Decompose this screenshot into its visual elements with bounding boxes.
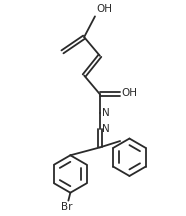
Text: N: N [102, 108, 110, 118]
Text: OH: OH [96, 4, 112, 14]
Text: N: N [102, 124, 110, 134]
Text: Br: Br [61, 202, 72, 212]
Text: OH: OH [122, 88, 138, 98]
